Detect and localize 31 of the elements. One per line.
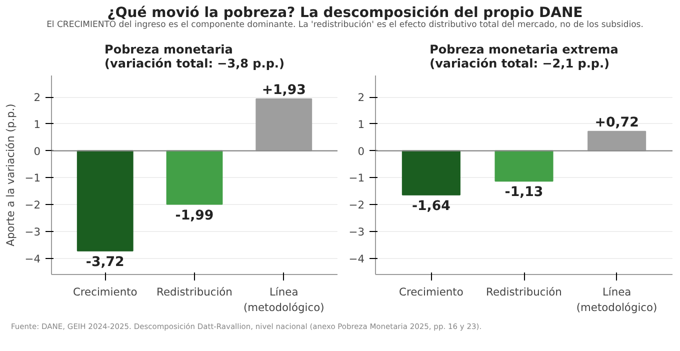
data-label: -3,72: [86, 254, 124, 270]
data-label: -1,64: [412, 198, 450, 214]
chart-title: Pobreza monetaria extrema (variación total: −2,1 p.p.): [430, 42, 618, 70]
data-label: +0,72: [594, 115, 639, 130]
text: ¿Qué movió la pobreza? La descomposición del propio DANE: [107, 5, 583, 21]
x-tick-label: Línea (metodológico): [243, 286, 324, 314]
y-tick-label: −4: [24, 252, 41, 266]
y-tick-label: 2: [358, 91, 364, 104]
x-tick-label: Crecimiento: [399, 286, 464, 298]
y-tick-label: −1: [348, 172, 365, 185]
y-tick-label: 0: [358, 144, 365, 158]
data-label: -1,99: [175, 208, 214, 224]
y-axis-title: Aporte a la variación (p.p.): [4, 104, 17, 246]
x-tick-label: Redistribución: [486, 286, 562, 298]
x-tick-label: Línea (metodológico): [576, 286, 658, 314]
y-tick-label: −2: [348, 198, 365, 212]
y-tick-label: −3: [348, 225, 365, 238]
y-tick-label: −1: [24, 172, 41, 185]
data-label: +1,93: [262, 82, 306, 98]
text: El CRECIMIENTO del ingreso es el componente dominante. La 'redistribución' es el efecto distributivo total del mercado, no de los subsidios.: [46, 20, 644, 30]
x-tick-label: Redistribución: [156, 286, 232, 298]
y-tick-label: 2: [34, 91, 40, 104]
y-tick-label: −3: [24, 225, 41, 238]
chart-title: Pobreza monetaria (variación total: −3,8 p.p.): [104, 42, 284, 70]
y-tick-label: 1: [34, 118, 40, 131]
y-tick-label: −2: [24, 198, 41, 212]
data-label: -1,13: [504, 185, 544, 200]
y-tick-label: 0: [34, 144, 41, 158]
y-tick-label: −4: [348, 252, 365, 266]
y-tick-label: 1: [358, 118, 364, 131]
x-tick-label: Crecimiento: [72, 286, 138, 298]
